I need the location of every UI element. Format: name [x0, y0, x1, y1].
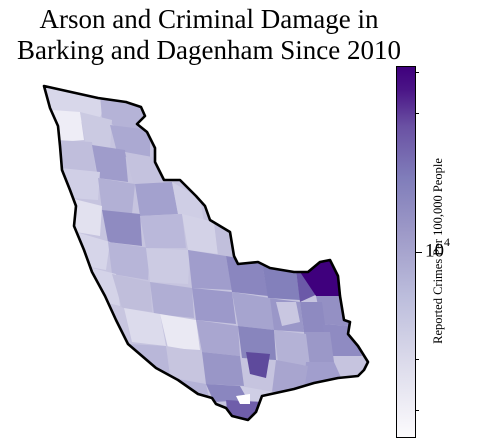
colorbar-label: Reported Crimes Per 100,000 People: [431, 158, 445, 344]
colorbar-minor-tick: [416, 410, 419, 411]
colorbar-tick-label: 104: [425, 235, 450, 262]
colorbar-major-tick: [416, 252, 422, 253]
map-title-line-1: Arson and Criminal Damage in: [39, 4, 379, 34]
map-title-line-2: Barking and Dagenham Since 2010: [17, 35, 401, 65]
borough-boundary: [42, 84, 370, 422]
colorbar-tick-base: 10: [425, 240, 444, 262]
colorbar-tick-exponent: 4: [444, 235, 450, 249]
colorbar-minor-tick: [416, 359, 419, 360]
borough-regions: [44, 86, 368, 420]
map-title: Arson and Criminal Damage in Barking and…: [0, 4, 418, 66]
colorbar-minor-tick: [416, 72, 419, 73]
colorbar-gradient: [396, 66, 416, 438]
choropleth-map: [42, 84, 370, 422]
colorbar-minor-tick: [416, 113, 419, 114]
colorbar: [396, 66, 422, 438]
